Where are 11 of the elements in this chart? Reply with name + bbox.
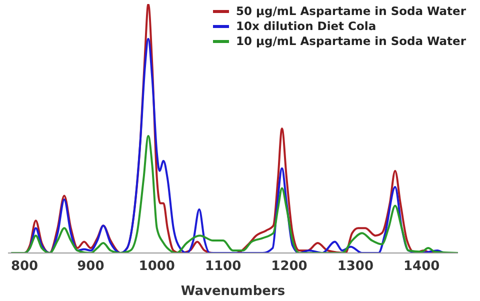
x-tick-label: 1100	[204, 259, 242, 274]
legend-label: 10x dilution Diet Cola	[236, 19, 376, 34]
legend-label: 10 μg/mL Aspartame in Soda Water	[236, 34, 466, 49]
x-tick-label: 800	[10, 259, 38, 274]
x-axis-title: Wavenumbers	[180, 284, 286, 299]
legend-label: 50 μg/mL Aspartame in Soda Water	[236, 4, 466, 19]
x-tick-label: 1200	[271, 259, 308, 274]
x-tick-label: 1300	[337, 259, 374, 274]
x-tick-label: 900	[77, 259, 104, 274]
x-tick-label: 1400	[404, 259, 440, 274]
x-tick-label: 1000	[138, 259, 175, 274]
